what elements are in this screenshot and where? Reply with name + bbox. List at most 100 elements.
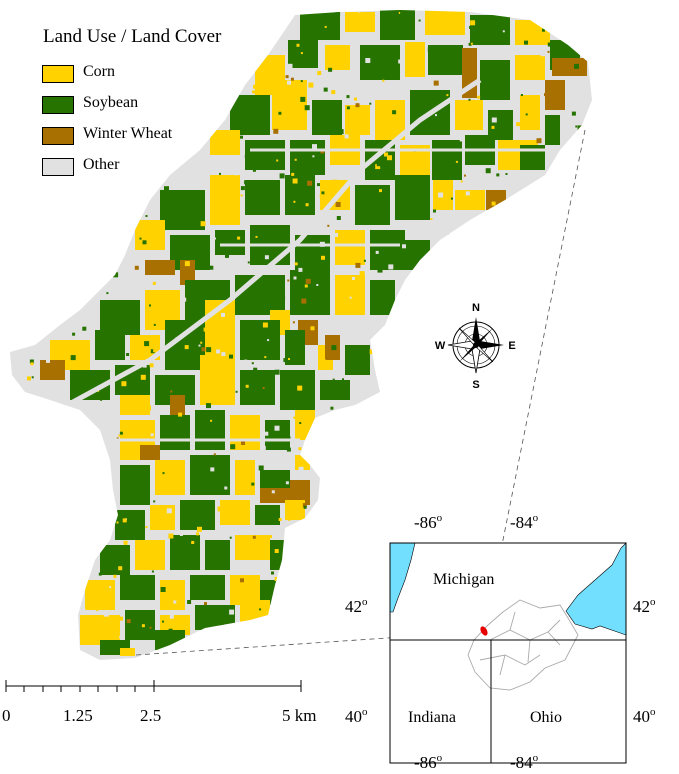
speckle-pixel [32, 135, 38, 141]
speckle-pixel [230, 68, 235, 73]
speckle-pixel [388, 264, 394, 270]
speckle-pixel [131, 336, 137, 341]
speckle-pixel [457, 289, 461, 293]
speckle-pixel [96, 581, 99, 584]
speckle-pixel [244, 180, 249, 185]
speckle-pixel [84, 477, 87, 480]
legend-label-winter-wheat: Winter Wheat [83, 125, 173, 142]
speckle-pixel [308, 289, 313, 294]
speckle-pixel [66, 148, 72, 153]
speckle-pixel [579, 310, 581, 313]
speckle-pixel [162, 472, 165, 475]
corn-patch [335, 275, 365, 315]
speckle-pixel [82, 525, 88, 531]
speckle-pixel [163, 163, 168, 168]
speckle-pixel [252, 90, 256, 94]
speckle-pixel [547, 42, 552, 47]
speckle-pixel [468, 98, 471, 101]
speckle-pixel [300, 96, 306, 102]
speckle-pixel [430, 218, 433, 220]
speckle-pixel [201, 347, 206, 352]
soybean-patch [265, 420, 290, 450]
soybean-patch [255, 505, 280, 525]
speckle-pixel [157, 74, 160, 77]
corn-patch [325, 45, 350, 70]
speckle-pixel [197, 526, 202, 532]
speckle-pixel [18, 29, 22, 33]
speckle-pixel [46, 358, 50, 363]
speckle-pixel [523, 206, 527, 210]
winter-wheat-patch [40, 360, 65, 380]
speckle-pixel [300, 80, 303, 83]
speckle-pixel [24, 242, 30, 248]
speckle-pixel [516, 122, 521, 127]
speckle-pixel [225, 253, 229, 258]
speckle-pixel [14, 570, 20, 576]
speckle-pixel [242, 401, 246, 405]
speckle-pixel [344, 134, 349, 139]
speckle-pixel [305, 203, 309, 207]
speckle-pixel [55, 574, 59, 579]
speckle-pixel [166, 508, 172, 514]
speckle-pixel [452, 382, 455, 385]
soybean-patch [205, 540, 230, 570]
speckle-pixel [153, 349, 157, 353]
inset-map [389, 542, 627, 764]
speckle-pixel [525, 113, 528, 116]
corn-patch [295, 410, 315, 440]
speckle-pixel [457, 488, 462, 493]
speckle-pixel [302, 503, 307, 508]
speckle-pixel [179, 90, 182, 93]
speckle-pixel [116, 238, 122, 244]
speckle-pixel [327, 639, 332, 644]
speckle-pixel [53, 509, 58, 514]
speckle-pixel [30, 362, 34, 366]
speckle-pixel [305, 278, 311, 284]
speckle-pixel [418, 358, 421, 361]
speckle-pixel [460, 180, 463, 183]
speckle-pixel [339, 641, 345, 647]
speckle-pixel [288, 358, 290, 360]
winter-wheat-patch [486, 190, 506, 210]
corn-patch [405, 42, 425, 77]
soybean-patch [190, 455, 230, 495]
speckle-pixel [118, 207, 121, 210]
soybean-patch [115, 510, 145, 540]
speckle-pixel [299, 422, 302, 424]
speckle-pixel [536, 466, 541, 471]
corn-patch [160, 580, 185, 610]
speckle-pixel [528, 208, 533, 213]
speckle-pixel [517, 323, 522, 328]
speckle-pixel [87, 18, 92, 23]
speckle-pixel [27, 376, 31, 381]
speckle-pixel [321, 255, 325, 260]
speckle-pixel [48, 406, 54, 412]
speckle-pixel [571, 411, 575, 415]
speckle-pixel [240, 194, 243, 197]
speckle-pixel [568, 78, 572, 82]
speckle-pixel [216, 349, 221, 354]
speckle-pixel [122, 518, 127, 523]
speckle-pixel [398, 59, 403, 64]
speckle-pixel [577, 13, 580, 16]
speckle-pixel [278, 518, 282, 521]
speckle-pixel [151, 570, 154, 573]
speckle-pixel [507, 198, 510, 201]
speckle-pixel [162, 620, 164, 623]
speckle-pixel [286, 447, 291, 452]
speckle-pixel [456, 219, 461, 224]
speckle-pixel [438, 192, 444, 198]
speckle-pixel [334, 232, 338, 237]
speckle-pixel [127, 58, 133, 64]
speckle-pixel [48, 47, 52, 51]
speckle-pixel [426, 492, 430, 496]
speckle-pixel [129, 470, 132, 473]
speckle-pixel [279, 173, 285, 179]
speckle-pixel [59, 235, 62, 238]
speckle-pixel [452, 71, 455, 74]
speckle-pixel [24, 233, 29, 238]
speckle-pixel [389, 15, 392, 17]
speckle-pixel [99, 510, 105, 516]
legend-label-corn: Corn [83, 63, 115, 80]
speckle-pixel [354, 97, 358, 101]
